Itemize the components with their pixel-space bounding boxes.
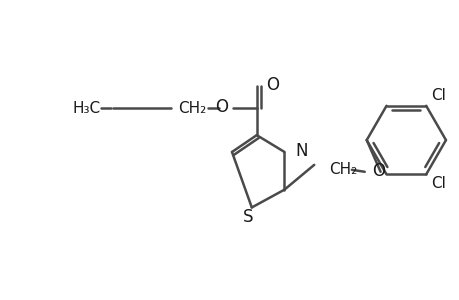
Text: O: O [214, 98, 228, 116]
Text: CH₂: CH₂ [178, 101, 206, 116]
Text: Cl: Cl [430, 88, 445, 104]
Text: Cl: Cl [430, 176, 445, 191]
Text: O: O [265, 76, 278, 94]
Text: O: O [371, 162, 384, 180]
Text: S: S [242, 208, 252, 226]
Text: N: N [295, 142, 307, 160]
Text: CH₂: CH₂ [328, 162, 357, 177]
Text: H₃C: H₃C [72, 101, 100, 116]
